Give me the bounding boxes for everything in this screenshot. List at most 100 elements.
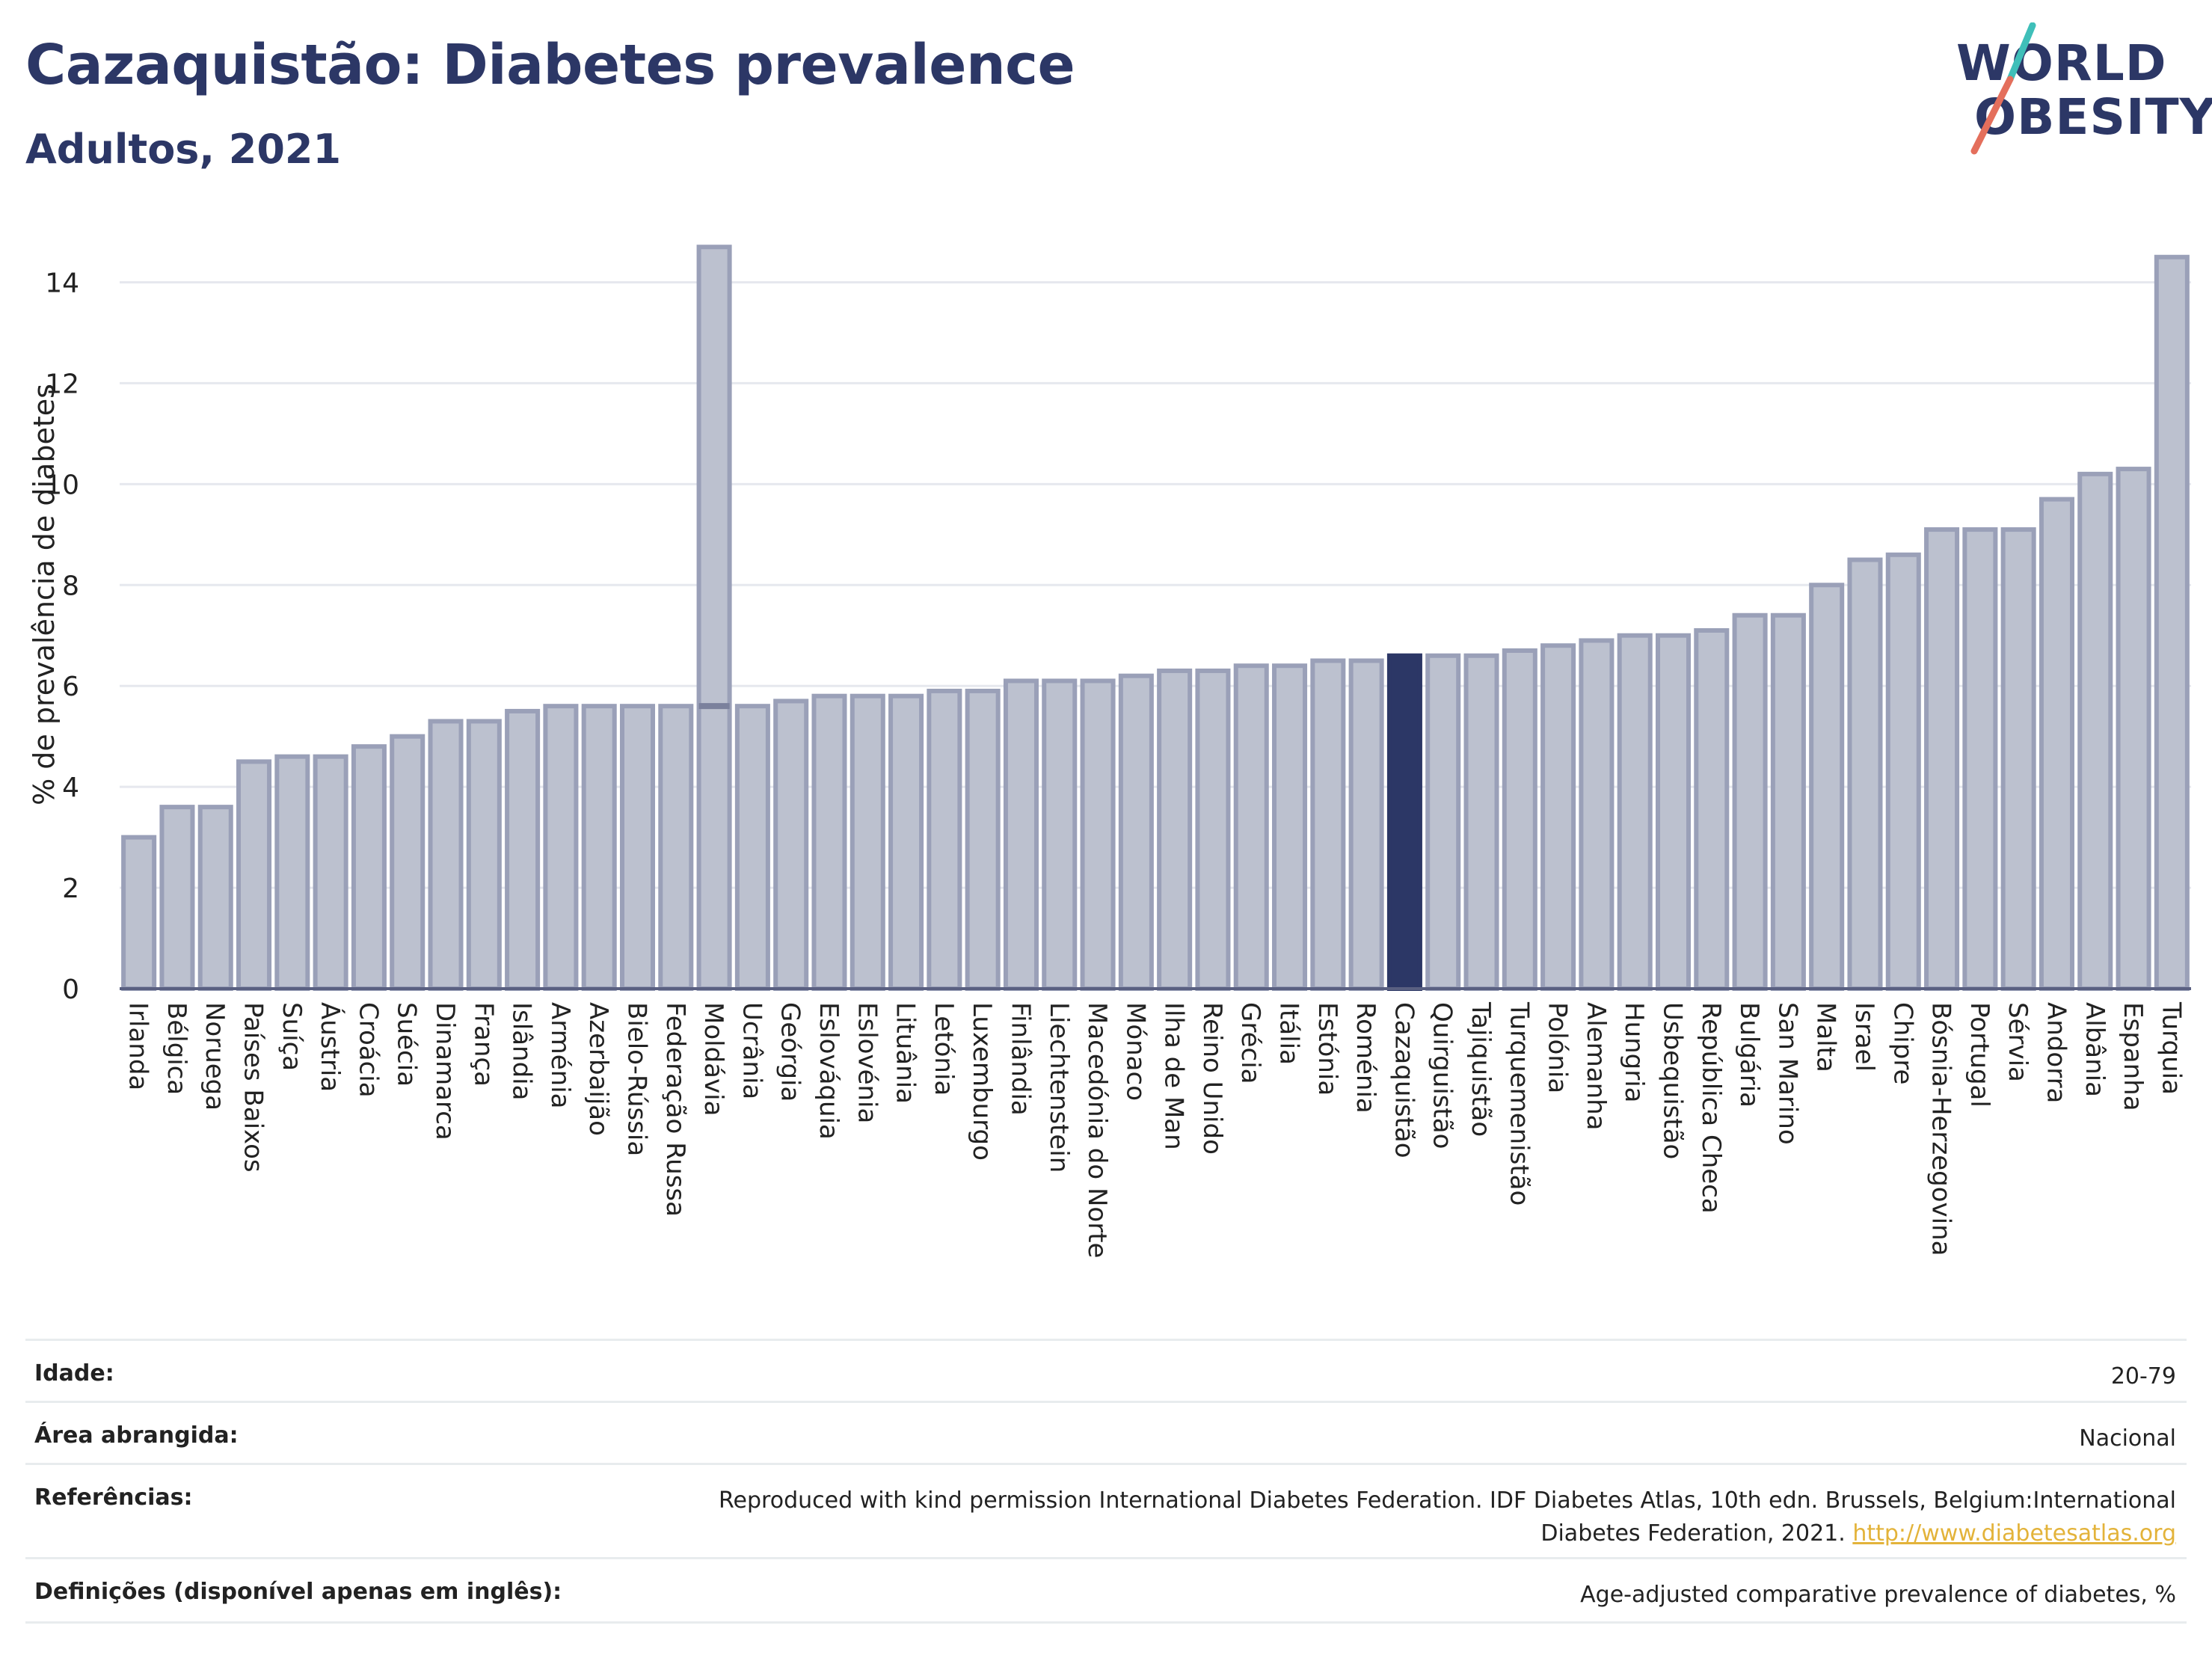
bar-liechtenstein[interactable]	[1042, 678, 1078, 991]
bar-irlanda[interactable]	[121, 835, 157, 991]
x-tick-label: Ilha de Man	[1159, 1002, 1189, 1150]
meta-label: Área abrangida:	[34, 1422, 239, 1449]
bar-chipre[interactable]	[1885, 552, 1921, 991]
bar-portugal[interactable]	[1962, 527, 1998, 991]
bar-quirguistão[interactable]	[1425, 653, 1461, 991]
x-tick-label: Eslovénia	[852, 1002, 882, 1123]
bar-roménia[interactable]	[1348, 658, 1384, 991]
bar-bulgária[interactable]	[1732, 612, 1768, 991]
y-axis-label: % de prevalência de diabetes	[28, 384, 61, 805]
meta-row-definitions: Definições (disponível apenas em inglês)…	[25, 1557, 2187, 1621]
y-tick-label: 4	[62, 773, 79, 803]
x-tick-label: Grécia	[1235, 1002, 1265, 1084]
x-tick-label: Arménia	[545, 1002, 575, 1109]
bar-ucrânia[interactable]	[734, 704, 770, 991]
bar-tajiquistão[interactable]	[1463, 653, 1499, 991]
x-tick-label: Mónaco	[1120, 1002, 1150, 1101]
bar-cazaquistão[interactable]	[1386, 653, 1422, 991]
x-tick-label: Estónia	[1312, 1002, 1342, 1096]
bar-frança[interactable]	[466, 719, 502, 992]
bar-alemanha[interactable]	[1579, 638, 1615, 991]
bar-mónaco[interactable]	[1118, 673, 1154, 991]
x-tick-label: Suécia	[392, 1002, 422, 1087]
logo-line-1: WORLD	[1956, 34, 2167, 92]
meta-row-area: Área abrangida: Nacional	[25, 1401, 2187, 1463]
x-tick-label: República Checa	[1696, 1002, 1726, 1214]
x-tick-label: Cazaquistão	[1389, 1002, 1419, 1158]
bar-eslováquia[interactable]	[811, 693, 847, 992]
meta-value: Age-adjusted comparative prevalence of d…	[1580, 1582, 2176, 1608]
x-tick-label: Usbequistão	[1658, 1002, 1688, 1159]
bar-bélgica[interactable]	[159, 805, 195, 991]
reference-text: Diabetes Federation, 2021.	[1540, 1520, 1846, 1547]
bar-finlândia[interactable]	[1003, 678, 1039, 991]
bar-ilha-de-man[interactable]	[1157, 668, 1193, 992]
x-tick-label: Roménia	[1351, 1002, 1380, 1114]
bar-albânia[interactable]	[2077, 471, 2113, 991]
x-tick-label: Bulgária	[1734, 1002, 1764, 1108]
bar-lituânia[interactable]	[888, 693, 924, 992]
x-tick-label: Islândia	[507, 1002, 537, 1100]
bar-malta[interactable]	[1809, 583, 1845, 991]
bar-república-checa[interactable]	[1694, 627, 1730, 992]
x-tick-label: Quirguistão	[1428, 1002, 1457, 1149]
meta-label: Definições (disponível apenas em inglês)…	[34, 1579, 562, 1605]
bar-suécia[interactable]	[390, 734, 425, 992]
bar-chart: 0 2 4 6 8 10 12 14 Irlanda Bélgica Noruega Países …	[28, 245, 2191, 1258]
bar-estónia[interactable]	[1310, 658, 1346, 991]
bar-islândia[interactable]	[505, 708, 541, 992]
x-tick-label: França	[468, 1002, 498, 1087]
bar-san-marino[interactable]	[1770, 612, 1806, 991]
bar-países-baixos[interactable]	[236, 759, 272, 992]
x-tick-label: Malta	[1811, 1002, 1841, 1072]
bar-arménia[interactable]	[543, 704, 579, 991]
x-tick-label: Dinamarca	[430, 1002, 460, 1140]
bar-croácia[interactable]	[351, 744, 387, 991]
bar-geórgia[interactable]	[773, 698, 809, 991]
bar-polónia[interactable]	[1540, 643, 1576, 992]
y-axis-ticks: 0 2 4 6 8 10 12 14	[45, 268, 79, 1005]
x-tick-label: Reino Unido	[1197, 1002, 1227, 1155]
bar-noruega[interactable]	[197, 805, 233, 991]
bar-eslovénia[interactable]	[850, 693, 885, 992]
bar-azerbaijão[interactable]	[581, 704, 617, 991]
bar-dinamarca[interactable]	[428, 719, 464, 992]
bar-hungria[interactable]	[1617, 633, 1653, 991]
x-tick-label: Federação Russa	[660, 1002, 690, 1217]
bar-itália[interactable]	[1272, 663, 1308, 991]
bar-reino-unido[interactable]	[1195, 668, 1231, 992]
bar-usbequistão[interactable]	[1655, 633, 1692, 991]
bar-bielo-rússia[interactable]	[619, 704, 656, 991]
bar-macedónia-do-norte[interactable]	[1080, 678, 1116, 991]
bar-moldávia[interactable]	[696, 245, 732, 992]
bar-luxemburgo[interactable]	[965, 688, 1001, 991]
x-tick-label: Bélgica	[162, 1002, 191, 1095]
bar-espanha[interactable]	[2116, 467, 2151, 991]
bar-letónia[interactable]	[927, 688, 962, 991]
reference-link[interactable]: http://www.diabetesatlas.org	[1852, 1520, 2176, 1547]
x-tick-label: Eslováquia	[814, 1002, 844, 1140]
bar-turquia[interactable]	[2154, 254, 2190, 991]
meta-label: Referências:	[34, 1484, 193, 1511]
bar-bósnia-herzegovina[interactable]	[1924, 527, 1960, 991]
meta-row-age: Idade: 20-79	[25, 1339, 2187, 1401]
x-tick-label: Turquemenistão	[1504, 1001, 1534, 1206]
logo-slash-icon	[1970, 22, 2036, 155]
bar-turquemenistão[interactable]	[1502, 648, 1537, 991]
bar-sérvia[interactable]	[2000, 527, 2036, 991]
bar-grécia[interactable]	[1233, 663, 1269, 991]
bar-israel[interactable]	[1847, 557, 1883, 991]
bar-áustria[interactable]	[313, 754, 348, 991]
x-tick-label: Croácia	[353, 1002, 383, 1098]
meta-value: Reproduced with kind permission Internat…	[719, 1484, 2176, 1550]
bar-andorra[interactable]	[2039, 497, 2074, 992]
meta-row-references: Referências: Reproduced with kind permis…	[25, 1463, 2187, 1557]
bar-federação-russa[interactable]	[658, 704, 694, 991]
x-tick-label: Ucrânia	[737, 1002, 766, 1099]
x-tick-label: Azerbaijão	[583, 1002, 613, 1136]
y-tick-label: 0	[62, 974, 79, 1005]
bar-suíça[interactable]	[274, 754, 310, 991]
bars	[120, 245, 2191, 992]
world-obesity-logo[interactable]: WORLD OBESITY	[1944, 22, 2212, 172]
x-tick-label: Moldávia	[698, 1002, 728, 1116]
